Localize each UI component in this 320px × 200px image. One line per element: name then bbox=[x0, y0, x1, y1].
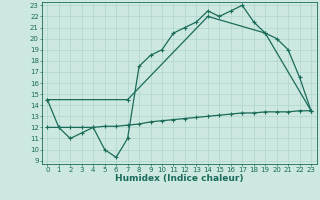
X-axis label: Humidex (Indice chaleur): Humidex (Indice chaleur) bbox=[115, 174, 244, 183]
